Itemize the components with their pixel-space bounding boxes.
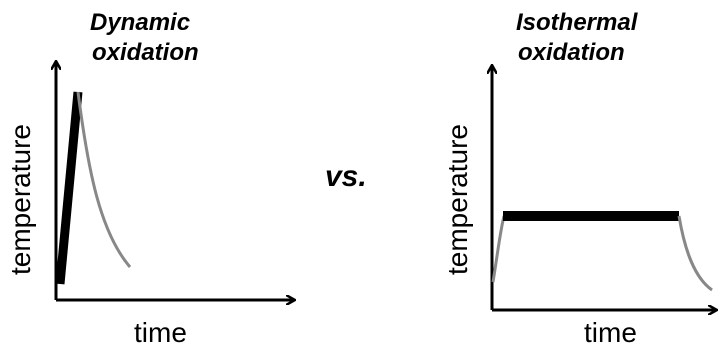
dynamic-title-line2: oxidation xyxy=(92,39,199,66)
isothermal-title-line1: Isothermal xyxy=(516,9,639,36)
dynamic-oxidation-panel: Dynamic oxidation temperature time xyxy=(5,9,294,348)
dynamic-title-line1: Dynamic xyxy=(90,9,190,36)
dynamic-heating-ramp xyxy=(55,91,83,285)
isothermal-oxidation-panel: Isothermal oxidation temperature time xyxy=(442,9,716,348)
isothermal-x-axis-label: time xyxy=(584,317,637,348)
dynamic-y-axis-label: temperature xyxy=(5,124,36,275)
vs-label: vs. xyxy=(325,160,367,193)
isothermal-heating-ramp xyxy=(491,215,506,283)
dynamic-cooling-curve xyxy=(76,91,132,268)
isothermal-y-axis-label: temperature xyxy=(442,124,473,275)
isothermal-title-line2: oxidation xyxy=(518,39,625,66)
isothermal-cooling-curve xyxy=(677,215,713,292)
dynamic-x-axis-label: time xyxy=(134,317,187,348)
